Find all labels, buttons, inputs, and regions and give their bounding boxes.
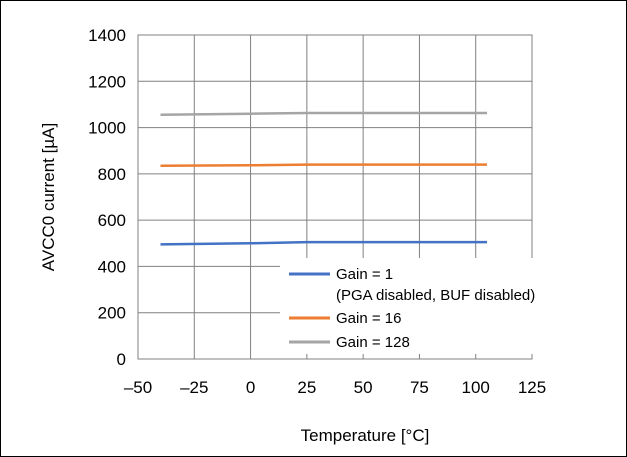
x-tick-label-4: 50 bbox=[354, 378, 373, 397]
y-tick-label-2: 400 bbox=[98, 257, 126, 276]
x-tick-label-5: 75 bbox=[410, 378, 429, 397]
legend-label-gain-128: Gain = 128 bbox=[336, 334, 410, 351]
y-tick-label-6: 1200 bbox=[88, 72, 126, 91]
legend-label-gain-1: Gain = 1 bbox=[336, 266, 393, 283]
series-line-2 bbox=[160, 111, 487, 117]
y-axis-title: AVCC0 current [µA] bbox=[39, 123, 58, 271]
series-lines bbox=[160, 111, 487, 246]
y-tick-label-4: 800 bbox=[98, 165, 126, 184]
legend: Gain = 1 (PGA disabled, BUF disabled) Ga… bbox=[280, 258, 582, 354]
x-tick-label-7: 125 bbox=[518, 378, 546, 397]
legend-label-gain-16: Gain = 16 bbox=[336, 310, 401, 327]
legend-background bbox=[280, 258, 582, 354]
y-tick-label-0: 0 bbox=[117, 350, 126, 369]
x-tick-label-3: 25 bbox=[297, 378, 316, 397]
y-tick-label-7: 1400 bbox=[88, 26, 126, 45]
plot-area-border bbox=[137, 34, 533, 360]
y-tick-labels: 0 200 400 600 800 1000 1200 1400 bbox=[88, 26, 126, 369]
y-tick-label-5: 1000 bbox=[88, 119, 126, 138]
x-tick-label-6: 100 bbox=[462, 378, 490, 397]
series-line-1 bbox=[160, 163, 487, 168]
x-axis-title: Temperature [°C] bbox=[301, 426, 430, 445]
y-tick-label-1: 200 bbox=[98, 304, 126, 323]
x-tick-label-0: –50 bbox=[124, 378, 152, 397]
series-line-0 bbox=[160, 240, 487, 246]
x-tick-label-1: –25 bbox=[180, 378, 208, 397]
x-tick-labels: –50 –25 0 25 50 75 100 125 bbox=[124, 378, 546, 397]
legend-label-gain-1-note: (PGA disabled, BUF disabled) bbox=[336, 287, 535, 304]
y-tick-label-3: 600 bbox=[98, 211, 126, 230]
x-tick-label-2: 0 bbox=[246, 378, 255, 397]
